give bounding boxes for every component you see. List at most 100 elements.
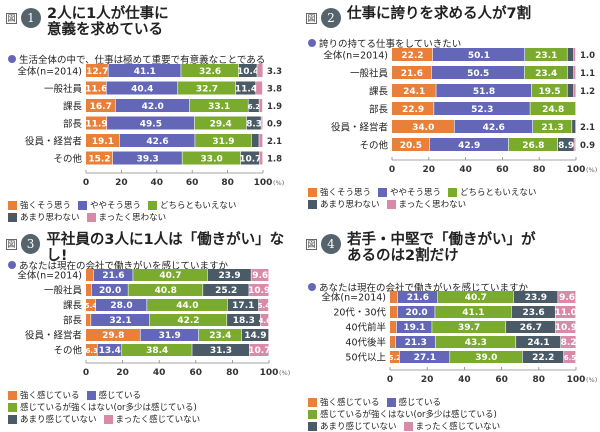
segment-value-label: 41.1 [462,308,484,318]
bar-segment [86,116,107,130]
segment-value-label: 32.1 [109,316,131,326]
legend-swatch [378,187,388,197]
bar-segment [574,138,576,151]
question-text: 生活全体の中で、仕事は極めて重要で有意義なことである [19,55,266,66]
segment-value-label: 9.6 [252,271,268,281]
legend-item: 感じている [386,396,441,408]
bar-segment [227,299,259,311]
legend-swatch [308,199,317,209]
bar-row: 課長 24.1 51.8 19.5 1.2 [369,84,595,98]
bar-segment [259,134,263,147]
segment-value-label: 49.5 [140,120,162,130]
bar-segment [86,299,96,311]
segment-value-label: 21.6 [102,271,124,281]
bar-segment [567,84,574,97]
bar-segment [573,48,576,61]
bar-segment [194,116,247,130]
bar-segment [195,134,252,147]
legend-swatch [86,390,96,400]
category-label: 一般社員 [44,83,83,95]
bar-segment [525,48,567,61]
bar-row: 50代以上 5.2 27.1 39.0 22.2 6.5 [345,351,576,364]
segment-value-label: 21.3 [405,338,427,348]
question-text: あなたは現在の会社で働きがいを感じていますか [19,261,229,272]
legend-label: あまり感じていない [320,422,397,432]
category-label: 全体(n=2014) [321,292,386,304]
segment-value-label: 17.1 [232,301,254,311]
bar-segment [390,321,397,333]
x-tick-label: 100 [254,178,273,188]
bar-segment [431,66,525,79]
legend-label: 強く感じている [20,391,80,401]
category-label: 部長 [369,104,389,116]
bar-row: 役員・経営者 29.8 31.9 23.4 14.9 [25,329,269,342]
segment-value-label: 42.6 [146,137,168,147]
bar-segment [396,321,432,333]
segment-value-label: 26.8 [522,141,544,151]
legend-item: ややそう思う [78,199,141,211]
bar-segment [235,81,256,95]
segment-value-label: 31.9 [159,331,181,341]
legend-row: あまり感じていない まったく感じていない [308,420,507,432]
bar-segment [93,269,133,281]
bar-segment [432,321,506,333]
bar-segment [558,291,576,303]
segment-value-label: 10.9 [248,286,270,296]
category-label: 全体(n=2014) [17,270,82,282]
chart-header: 図 4 若手・中堅で「働きがい」が あるのは2割だけ [306,232,536,264]
outside-value-label: 2.1 [580,123,595,133]
bar-segment [107,116,195,130]
bar-row: 40代後半 21.3 43.3 24.1 8.2 [345,336,577,349]
figure-number-badge: 3 [20,234,41,254]
bar-segment [567,66,574,79]
bar-segment [192,344,250,356]
question-text: あなたは現在の会社で働きがいを感じていますか [319,283,529,294]
bar-segment [429,138,509,151]
x-tick-label: 100 [567,165,586,175]
bar-segment [207,269,251,281]
chart-title: 平社員の3人に1人は「働きがい」なし! [46,232,285,264]
bar-row: 課長 16.7 42.0 33.1 6.2 1.9 [63,99,282,113]
bar-segment [86,81,106,95]
legend-swatch [8,402,17,412]
segment-value-label: 21.3 [541,123,563,133]
bar-segment [397,306,435,318]
segment-value-label: 32.7 [196,85,218,95]
segment-value-label: 11.0 [555,308,577,318]
bar-segment [140,329,199,341]
bullet-dot-icon [8,55,16,63]
survey-question: あなたは現在の会社で働きがいを感じていますか [308,280,528,294]
bar-segment [557,138,574,151]
bar-segment [506,321,556,333]
bar-segment [91,284,128,296]
bar-row: 部長 32.1 42.2 18.3 4.6 [63,314,271,327]
legend-label: まったく感じていない [415,422,501,432]
bar-row: その他 15.2 39.3 33.0 10.7 1.8 [53,151,282,165]
stacked-bar-chart: 全体(n=2014) 21.6 40.7 23.9 9.6 一般社員 20.0 40.8 25.… [17,269,290,378]
bar-segment [251,134,259,147]
figure-mark-icon: 図 [306,13,317,24]
bar-segment [432,48,525,61]
bar-segment [573,84,576,97]
legend-item: 感じているが強くはない(or多少は感じている) [8,401,197,413]
legend-swatch [308,409,317,419]
x-unit-label: (%) [273,179,284,187]
segment-value-label: 11.9 [85,120,107,130]
bar-segment [258,299,269,311]
outside-value-label: 3.8 [267,85,282,95]
bar-row: 全体(n=2014) 21.6 40.7 23.9 9.6 [321,291,576,304]
x-tick-label: 0 [389,165,395,175]
x-tick-label: 80 [226,368,239,378]
legend-row: あまり感じていない まったく感じていない [8,413,207,425]
segment-value-label: 8.2 [561,338,577,348]
bar-segment [390,291,398,303]
figure-mark-icon: 図 [306,239,317,250]
x-tick-label: 20 [115,178,128,188]
bar-segment [395,336,435,348]
bar-segment [522,351,564,363]
bar-segment [436,84,532,97]
bar-segment [95,299,147,311]
stacked-bar-chart: 全体(n=2014) 21.6 40.7 23.9 9.6 20代・30代 20.0 41.1… [321,291,597,385]
bar-row: 全体(n=2014) 22.2 50.1 23.1 1.0 [323,48,595,62]
legend-swatch [448,187,458,197]
